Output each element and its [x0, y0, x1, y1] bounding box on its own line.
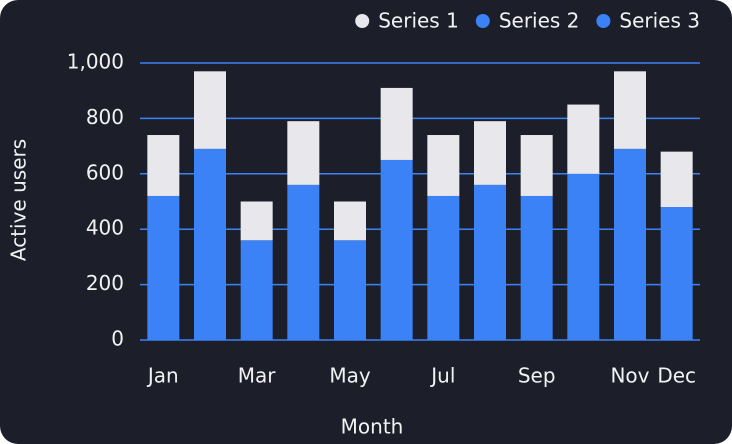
legend-label: Series 3	[619, 9, 700, 33]
x-tick-label: Jul	[429, 364, 455, 388]
bar-segment	[194, 148, 226, 340]
y-tick-label: 200	[86, 271, 124, 295]
y-tick-label: 400	[86, 216, 124, 240]
bar-segment	[287, 184, 320, 340]
bar-segment	[240, 240, 273, 340]
bar-segment	[660, 151, 693, 208]
x-tick-label: Mar	[238, 364, 277, 388]
bar-segment	[614, 148, 646, 340]
bar-segment	[567, 104, 600, 174]
y-tick-label: 800	[86, 105, 124, 129]
x-axis-label: Month	[341, 415, 404, 439]
bar-segment	[147, 195, 180, 340]
bar-segment	[567, 173, 600, 340]
bar-segment	[474, 184, 506, 340]
x-tick-label: Dec	[657, 364, 696, 388]
legend-label: Series 2	[499, 9, 580, 33]
bar-segment	[474, 121, 506, 185]
bar-segment	[520, 195, 553, 340]
legend-marker	[475, 14, 490, 28]
bar-segment	[427, 195, 460, 340]
bar-segment	[240, 201, 273, 241]
y-tick-label: 1,000	[67, 50, 124, 74]
bar-segment	[660, 207, 693, 340]
bar-segment	[380, 87, 413, 160]
legend-label: Series 1	[378, 9, 459, 33]
bar-segment	[520, 135, 553, 196]
bar-segment	[194, 71, 226, 149]
bar-segment	[380, 159, 413, 340]
x-tick-label: Jan	[146, 364, 179, 388]
legend-marker	[355, 14, 370, 28]
y-tick-label: 0	[111, 327, 124, 351]
x-tick-label: May	[329, 364, 371, 388]
y-axis-label: Active users	[7, 139, 31, 261]
bar-segment	[427, 135, 460, 196]
x-tick-label: Nov	[610, 364, 649, 388]
bar-segment	[334, 201, 366, 241]
x-tick-label: Sep	[518, 364, 556, 388]
bar-segment	[614, 71, 646, 149]
legend-marker	[596, 14, 611, 28]
bar-segment	[147, 135, 180, 196]
bar-segment	[287, 121, 320, 185]
y-tick-label: 600	[86, 160, 124, 184]
bar-segment	[334, 240, 366, 340]
